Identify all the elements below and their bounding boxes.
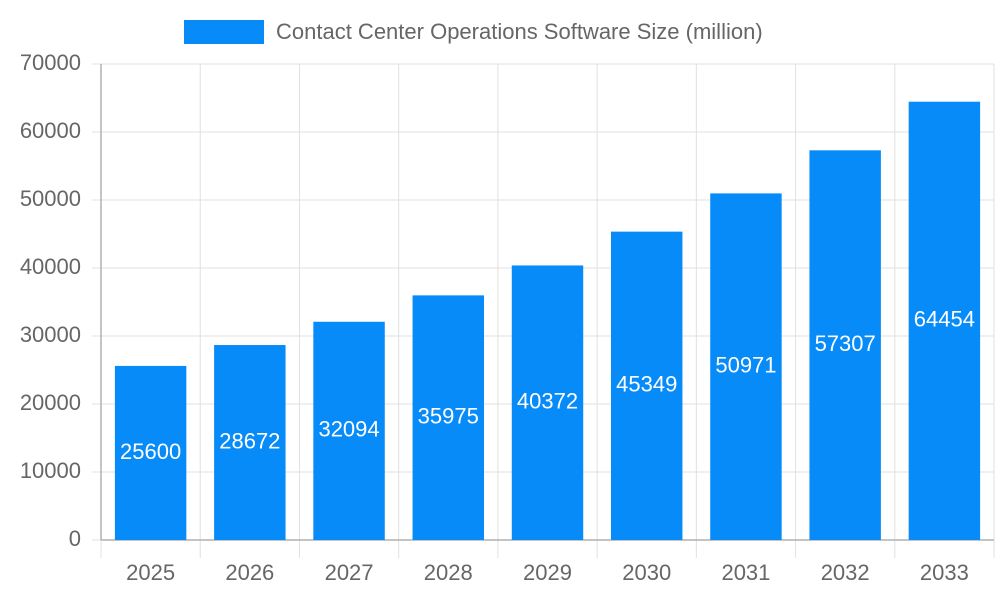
x-tick-label: 2031 [721,560,770,585]
data-label: 64454 [914,307,975,332]
x-tick-label: 2028 [424,560,473,585]
bar [412,295,484,540]
y-tick-label: 30000 [20,322,81,347]
y-tick-label: 0 [69,526,81,551]
bar [809,150,881,541]
data-label: 50971 [715,353,776,378]
bar [114,365,187,540]
data-label: 57307 [815,331,876,356]
y-tick-label: 20000 [20,390,81,415]
x-tick-label: 2033 [920,560,969,585]
bar [710,193,782,540]
data-label: 25600 [120,439,181,464]
data-label: 40372 [517,389,578,414]
y-tick-label: 50000 [20,186,81,211]
bar [214,345,286,540]
x-tick-label: 2029 [523,560,572,585]
bar [313,321,385,540]
x-tick-label: 2025 [126,560,175,585]
x-tick-label: 2030 [622,560,671,585]
data-label: 28672 [219,428,280,453]
data-label: 45349 [616,372,677,397]
y-tick-label: 60000 [20,118,81,143]
data-label: 32094 [318,417,379,442]
x-tick-label: 2026 [225,560,274,585]
x-tick-label: 2027 [325,560,374,585]
y-tick-label: 40000 [20,254,81,279]
y-tick-label: 70000 [20,50,81,75]
legend-label: Contact Center Operations Software Size … [276,19,763,44]
y-tick-label: 10000 [20,458,81,483]
bar [908,101,981,540]
bar [511,265,584,540]
x-tick-label: 2032 [821,560,870,585]
bar [611,231,683,540]
data-label: 35975 [418,403,479,428]
legend-swatch [184,20,264,44]
